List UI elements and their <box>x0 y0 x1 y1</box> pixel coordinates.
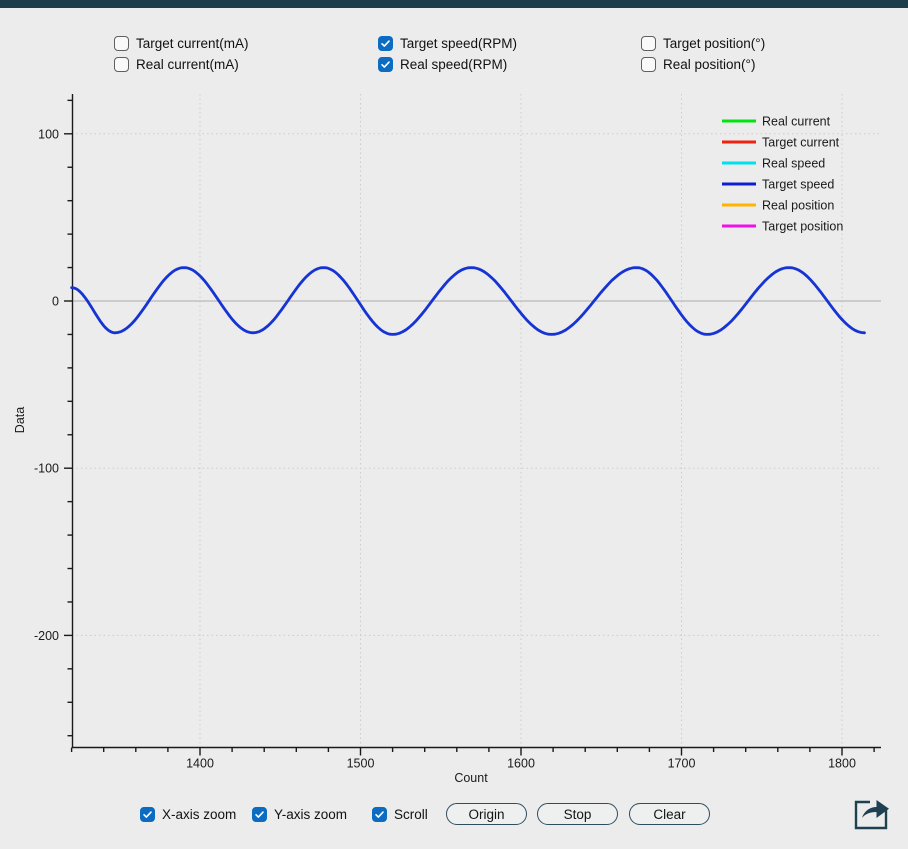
legend-item: Target current <box>722 136 840 150</box>
checkbox-checked-icon <box>372 807 387 822</box>
chart-axes <box>64 94 881 756</box>
legend-item: Target speed <box>722 178 834 192</box>
x-tick-label: 1800 <box>828 757 856 771</box>
y-tick-label: -100 <box>34 462 59 476</box>
origin-button[interactable]: Origin <box>446 803 527 825</box>
x-axis-title: Count <box>454 771 488 785</box>
checkbox-label: Scroll <box>394 807 428 822</box>
checkbox-unchecked-icon <box>641 36 656 51</box>
checkbox-label: Real speed(RPM) <box>400 57 508 72</box>
legend-item: Target position <box>722 220 843 234</box>
x-tick-label: 1600 <box>507 757 535 771</box>
toggle-real-position[interactable]: Real position(°) <box>641 56 755 73</box>
checkbox-label: Y-axis zoom <box>274 807 348 822</box>
chart-grid <box>72 94 881 748</box>
legend-label: Real speed <box>762 157 825 171</box>
toggle-real-current-ma[interactable]: Real current(mA) <box>114 56 239 73</box>
legend-item: Real speed <box>722 157 825 171</box>
legend-label: Real position <box>762 199 834 213</box>
checkbox-label: X-axis zoom <box>162 807 237 822</box>
legend-item: Real position <box>722 199 834 213</box>
x-tick-label: 1400 <box>186 757 214 771</box>
checkbox-unchecked-icon <box>114 36 129 51</box>
legend-label: Real current <box>762 115 831 129</box>
export-icon[interactable] <box>850 795 892 833</box>
legend-label: Target position <box>762 220 843 234</box>
checkbox-label: Target position(°) <box>663 36 766 51</box>
checkbox-checked-icon <box>252 807 267 822</box>
toggle-target-current-ma[interactable]: Target current(mA) <box>114 35 249 52</box>
y-axis-title: Data <box>13 407 27 433</box>
toggle-real-speed-rpm[interactable]: Real speed(RPM) <box>378 56 507 73</box>
checkbox-label: Real current(mA) <box>136 57 239 72</box>
stop-button[interactable]: Stop <box>537 803 618 825</box>
y-tick-label: 100 <box>38 127 59 141</box>
legend-label: Target speed <box>762 178 834 192</box>
checkbox-checked-icon <box>378 36 393 51</box>
legend-label: Target current <box>762 136 840 150</box>
toggle-target-position[interactable]: Target position(°) <box>641 35 765 52</box>
chart-legend: Real current Target current Real speed Targ… <box>722 115 843 234</box>
checkbox-unchecked-icon <box>114 57 129 72</box>
y-tick-label: 0 <box>52 295 59 309</box>
checkbox-checked-icon <box>140 807 155 822</box>
target-speed-curve <box>70 266 866 336</box>
checkbox-label: Target speed(RPM) <box>400 36 518 51</box>
x-tick-label: 1700 <box>668 757 696 771</box>
toggle-y-axis-zoom[interactable]: Y-axis zoom <box>252 806 347 823</box>
toggle-scroll[interactable]: Scroll <box>372 806 428 823</box>
legend-item: Real current <box>722 115 831 129</box>
toggle-target-speed-rpm[interactable]: Target speed(RPM) <box>378 35 517 52</box>
toggle-x-axis-zoom[interactable]: X-axis zoom <box>140 806 236 823</box>
title-bar <box>0 0 908 8</box>
checkbox-unchecked-icon <box>641 57 656 72</box>
clear-button[interactable]: Clear <box>629 803 710 825</box>
x-tick-label: 1500 <box>347 757 375 771</box>
checkbox-checked-icon <box>378 57 393 72</box>
checkbox-label: Real position(°) <box>663 57 756 72</box>
y-tick-label: -200 <box>34 629 59 643</box>
checkbox-label: Target current(mA) <box>136 36 249 51</box>
chart-tick-labels: 1400 1500 1600 1700 1800 100 0 -100 -200 <box>34 127 856 770</box>
